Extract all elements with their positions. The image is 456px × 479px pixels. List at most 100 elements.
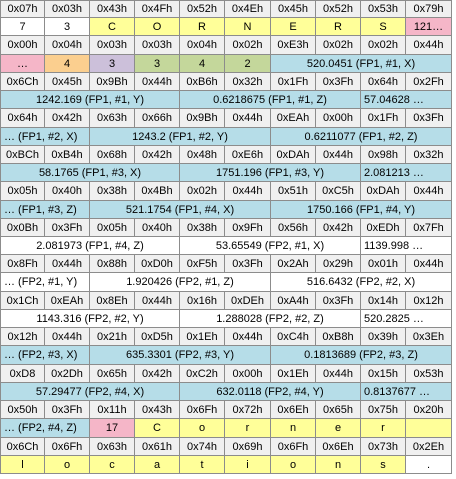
hex-cell-r6-c7: 0x00h xyxy=(316,109,361,128)
hex-cell-r24-c6: 0x6Fh xyxy=(271,438,316,456)
value-cell-r19-c1: 635.3301 (FP2, #3, Y) xyxy=(90,346,271,365)
hex-cell-r0-c8: 0x53h xyxy=(361,0,406,18)
hex-cell-r10-c5: 0x44h xyxy=(225,182,271,201)
hex-cell-r18-c0: 0x12h xyxy=(0,328,45,346)
hex-cell-r22-c9: 0x20h xyxy=(406,401,452,419)
hex-cell-r18-c3: 0xD5h xyxy=(135,328,180,346)
value-cell-r15-c0: … (FP2, #1, Y) xyxy=(0,273,90,292)
hex-cell-r20-c2: 0x65h xyxy=(90,365,135,383)
value-cell-r21-c2: 0.8137677 … xyxy=(361,383,452,401)
value-cell-r1-c3: O xyxy=(135,18,180,36)
hex-cell-r2-c1: 0x04h xyxy=(45,36,90,55)
hex-cell-r18-c7: 0xB8h xyxy=(316,328,361,346)
hex-cell-r22-c6: 0x6Eh xyxy=(271,401,316,419)
value-cell-r13-c1: 53.65549 (FP2, #1, X) xyxy=(180,237,361,255)
hex-cell-r24-c3: 0x61h xyxy=(135,438,180,456)
hex-cell-r4-c6: 0x1Fh xyxy=(271,73,316,91)
hex-cell-r14-c5: 0x3Fh xyxy=(225,255,271,273)
hex-cell-r10-c9: 0x44h xyxy=(406,182,452,201)
value-cell-r1-c8: S xyxy=(361,18,406,36)
value-cell-r5-c0: 1242.169 (FP1, #1, Y) xyxy=(0,91,180,109)
hex-cell-r4-c7: 0x3Fh xyxy=(316,73,361,91)
hex-cell-r14-c1: 0x44h xyxy=(45,255,90,273)
value-cell-r3-c1: 4 xyxy=(45,55,90,73)
hex-cell-r18-c9: 0x3Eh xyxy=(406,328,452,346)
hex-cell-r8-c4: 0x48h xyxy=(180,146,225,164)
value-cell-r23-c0: … (FP2, #4, Z) xyxy=(0,419,90,438)
hex-cell-r16-c5: 0xDEh xyxy=(225,292,271,310)
hex-cell-r18-c8: 0x39h xyxy=(361,328,406,346)
hex-cell-r24-c7: 0x6Eh xyxy=(316,438,361,456)
hex-cell-r0-c4: 0x52h xyxy=(180,0,225,18)
value-cell-r23-c7: r xyxy=(361,419,406,438)
hex-cell-r2-c6: 0xE3h xyxy=(271,36,316,55)
value-cell-r25-c2: c xyxy=(90,456,135,474)
value-cell-r23-c2: C xyxy=(135,419,180,438)
value-cell-r11-c0: … (FP1, #3, Z) xyxy=(0,201,90,219)
hex-cell-r22-c2: 0x11h xyxy=(90,401,135,419)
hex-cell-r4-c3: 0x44h xyxy=(135,73,180,91)
hex-cell-r4-c5: 0x32h xyxy=(225,73,271,91)
value-cell-r5-c1: 0.6218675 (FP1, #1, Z) xyxy=(180,91,361,109)
value-cell-r25-c0: l xyxy=(0,456,45,474)
hex-cell-r20-c1: 0x2Dh xyxy=(45,365,90,383)
value-cell-r25-c3: a xyxy=(135,456,180,474)
value-cell-r15-c2: 516.6432 (FP2, #2, X) xyxy=(271,273,452,292)
value-cell-r19-c0: … (FP2, #3, X) xyxy=(0,346,90,365)
value-cell-r9-c1: 1751.196 (FP1, #3, Y) xyxy=(180,164,361,182)
hex-cell-r10-c2: 0x38h xyxy=(90,182,135,201)
hex-cell-r20-c6: 0x1Eh xyxy=(271,365,316,383)
value-cell-r3-c2: 3 xyxy=(90,55,135,73)
hex-cell-r22-c1: 0x3Fh xyxy=(45,401,90,419)
hex-cell-r8-c1: 0xB4h xyxy=(45,146,90,164)
hex-cell-r8-c3: 0x42h xyxy=(135,146,180,164)
value-cell-r17-c1: 1.288028 (FP2, #2, Z) xyxy=(180,310,361,328)
value-cell-r1-c0: 7 xyxy=(0,18,45,36)
value-cell-r7-c2: 0.6211077 (FP1, #2, Z) xyxy=(271,128,452,146)
hex-cell-r18-c5: 0x44h xyxy=(225,328,271,346)
hex-cell-r8-c5: 0xE6h xyxy=(225,146,271,164)
value-cell-r23-c6: e xyxy=(316,419,361,438)
hex-cell-r12-c7: 0x42h xyxy=(316,219,361,237)
value-cell-r9-c0: 58.1765 (FP1, #3, X) xyxy=(0,164,180,182)
hex-cell-r12-c1: 0x3Fh xyxy=(45,219,90,237)
value-cell-r1-c7: R xyxy=(316,18,361,36)
hex-cell-r20-c8: 0x15h xyxy=(361,365,406,383)
value-cell-r23-c8 xyxy=(406,419,452,438)
hex-cell-r4-c8: 0x64h xyxy=(361,73,406,91)
hex-cell-r12-c2: 0x05h xyxy=(90,219,135,237)
hex-cell-r10-c1: 0x40h xyxy=(45,182,90,201)
hex-cell-r12-c5: 0x9Fh xyxy=(225,219,271,237)
hex-cell-r22-c4: 0x6Fh xyxy=(180,401,225,419)
hex-cell-r0-c6: 0x45h xyxy=(271,0,316,18)
hex-cell-r10-c0: 0x05h xyxy=(0,182,45,201)
value-cell-r3-c4: 4 xyxy=(180,55,225,73)
hex-cell-r0-c3: 0x4Fh xyxy=(135,0,180,18)
hex-cell-r0-c0: 0x07h xyxy=(0,0,45,18)
value-cell-r3-c6: 520.0451 (FP1, #1, X) xyxy=(271,55,452,73)
value-cell-r9-c2: 2.081213 … xyxy=(361,164,452,182)
value-cell-r1-c4: R xyxy=(180,18,225,36)
hex-cell-r4-c4: 0xB6h xyxy=(180,73,225,91)
value-cell-r23-c1: 17 xyxy=(90,419,135,438)
hex-cell-r2-c4: 0x04h xyxy=(180,36,225,55)
hex-cell-r4-c1: 0x45h xyxy=(45,73,90,91)
hex-cell-r14-c8: 0x01h xyxy=(361,255,406,273)
hex-cell-r18-c2: 0x21h xyxy=(90,328,135,346)
hex-cell-r18-c1: 0x44h xyxy=(45,328,90,346)
hex-cell-r10-c4: 0x02h xyxy=(180,182,225,201)
hex-cell-r8-c9: 0x32h xyxy=(406,146,452,164)
value-cell-r25-c6: o xyxy=(271,456,316,474)
value-cell-r1-c5: N xyxy=(225,18,271,36)
hex-cell-r6-c2: 0x63h xyxy=(90,109,135,128)
hex-cell-r20-c0: 0xD8 xyxy=(0,365,45,383)
value-cell-r17-c0: 1143.316 (FP2, #2, Y) xyxy=(0,310,180,328)
hex-cell-r6-c9: 0x3Fh xyxy=(406,109,452,128)
hex-cell-r14-c0: 0x8Fh xyxy=(0,255,45,273)
hex-cell-r8-c2: 0x68h xyxy=(90,146,135,164)
hex-cell-r12-c9: 0x7Fh xyxy=(406,219,452,237)
value-cell-r1-c6: E xyxy=(271,18,316,36)
hex-cell-r14-c4: 0xF5h xyxy=(180,255,225,273)
value-cell-r25-c7: n xyxy=(316,456,361,474)
hex-cell-r0-c1: 0x03h xyxy=(45,0,90,18)
